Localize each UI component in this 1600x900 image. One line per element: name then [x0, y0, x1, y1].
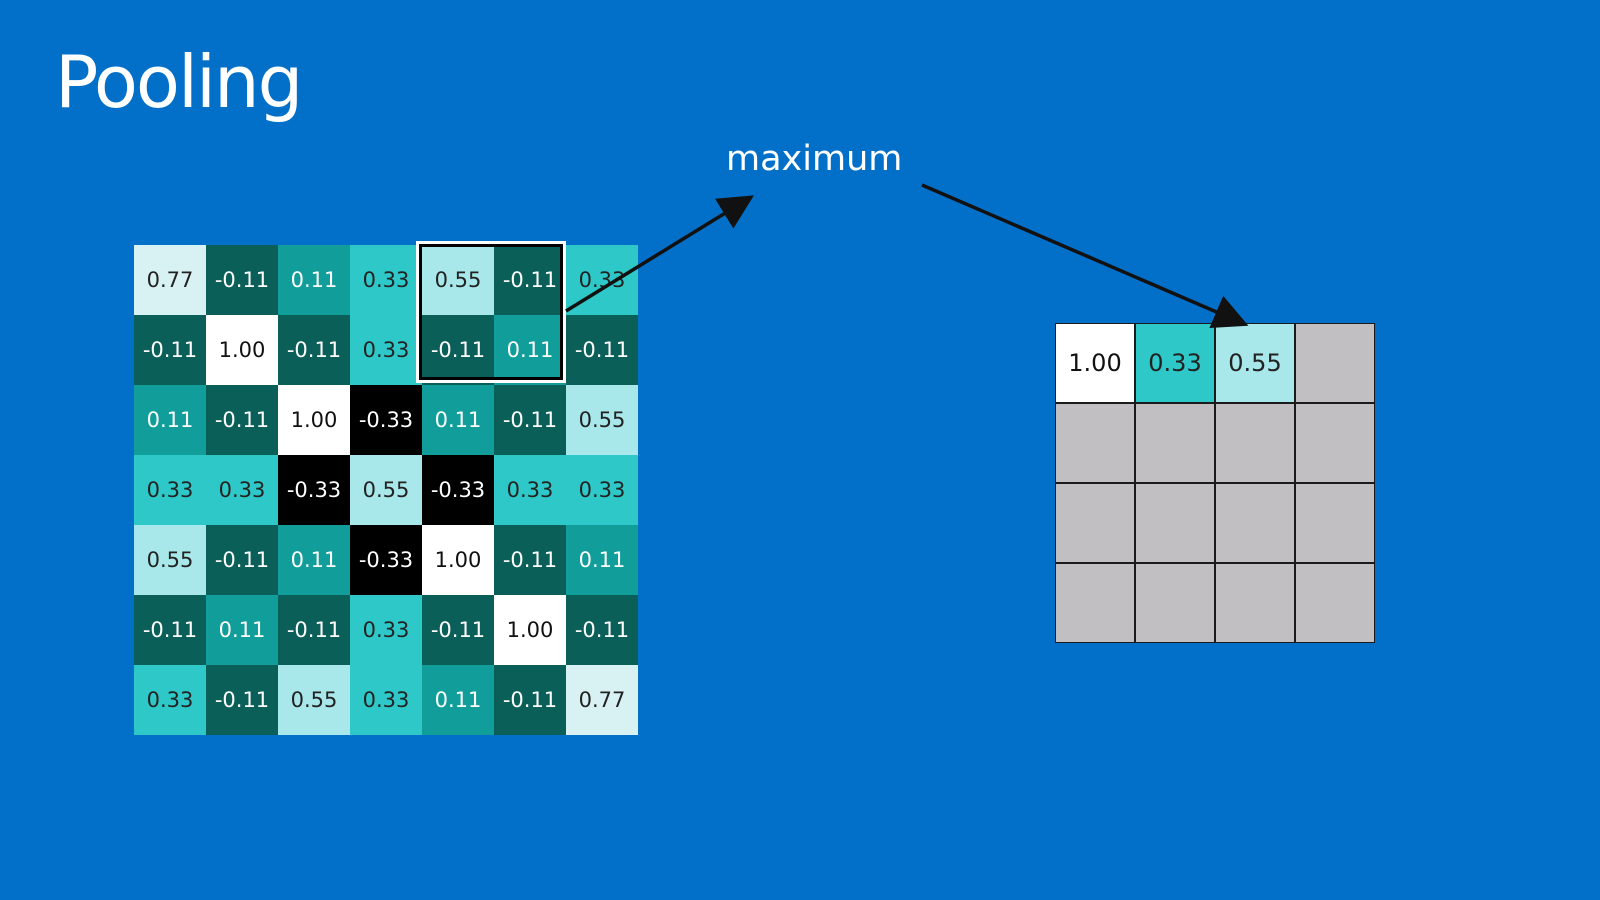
input-cell: 0.33 — [350, 595, 422, 665]
output-cell — [1295, 323, 1375, 403]
arrow-to-output — [921, 183, 1249, 328]
output-cell — [1135, 483, 1215, 563]
input-cell: -0.11 — [206, 525, 278, 595]
input-cell: 0.77 — [134, 245, 206, 315]
input-cell: 0.11 — [566, 525, 638, 595]
input-cell: 0.55 — [278, 665, 350, 735]
input-cell: 0.33 — [566, 455, 638, 525]
input-cell: 0.11 — [278, 525, 350, 595]
output-cell — [1055, 483, 1135, 563]
input-cell: -0.11 — [206, 245, 278, 315]
input-cell: 1.00 — [206, 315, 278, 385]
output-cell — [1135, 563, 1215, 643]
output-cell: 1.00 — [1055, 323, 1135, 403]
output-cell — [1215, 403, 1295, 483]
maximum-label: maximum — [726, 139, 903, 179]
input-cell: 0.33 — [350, 245, 422, 315]
input-cell: -0.11 — [206, 385, 278, 455]
input-cell: -0.11 — [278, 595, 350, 665]
input-cell: -0.33 — [350, 525, 422, 595]
output-cell — [1295, 483, 1375, 563]
input-cell: 0.55 — [566, 385, 638, 455]
input-cell: 0.33 — [134, 665, 206, 735]
input-cell: -0.33 — [278, 455, 350, 525]
output-cell: 0.33 — [1135, 323, 1215, 403]
output-cell — [1295, 563, 1375, 643]
input-cell: 0.11 — [494, 315, 566, 385]
input-cell: -0.11 — [422, 315, 494, 385]
input-cell: 0.33 — [350, 315, 422, 385]
input-cell: 0.33 — [566, 245, 638, 315]
pooled-output-map: 1.00 0.33 0.55 — [1055, 323, 1375, 643]
input-cell: 0.11 — [278, 245, 350, 315]
input-feature-map: 0.77 -0.11 0.11 0.33 0.55 -0.11 0.33 -0.11 1.00-… — [134, 245, 638, 735]
input-cell: 0.11 — [422, 665, 494, 735]
input-cell: 0.55 — [422, 245, 494, 315]
output-cell: 0.55 — [1215, 323, 1295, 403]
input-cell: 0.33 — [494, 455, 566, 525]
input-cell: 1.00 — [422, 525, 494, 595]
input-cell: -0.11 — [278, 315, 350, 385]
input-cell: -0.11 — [134, 315, 206, 385]
input-cell: -0.33 — [422, 455, 494, 525]
output-cell — [1135, 403, 1215, 483]
input-cell: -0.11 — [566, 595, 638, 665]
input-cell: 0.77 — [566, 665, 638, 735]
input-cell: -0.11 — [494, 525, 566, 595]
input-cell: 0.33 — [134, 455, 206, 525]
input-cell: 0.11 — [134, 385, 206, 455]
input-cell: 0.11 — [422, 385, 494, 455]
input-cell: 0.33 — [350, 665, 422, 735]
output-cell — [1215, 483, 1295, 563]
input-cell: -0.33 — [350, 385, 422, 455]
slide-title: Pooling — [55, 40, 303, 124]
input-cell: 1.00 — [278, 385, 350, 455]
input-cell: 0.55 — [134, 525, 206, 595]
output-cell — [1055, 563, 1135, 643]
input-cell: -0.11 — [566, 315, 638, 385]
input-cell: -0.11 — [422, 595, 494, 665]
input-cell: -0.11 — [494, 665, 566, 735]
output-cell — [1055, 403, 1135, 483]
input-cell: 0.55 — [350, 455, 422, 525]
input-cell: -0.11 — [206, 665, 278, 735]
input-cell: -0.11 — [494, 245, 566, 315]
input-cell: 1.00 — [494, 595, 566, 665]
input-cell: -0.11 — [134, 595, 206, 665]
input-cell: -0.11 — [494, 385, 566, 455]
input-cell: 0.11 — [206, 595, 278, 665]
output-cell — [1295, 403, 1375, 483]
input-cell: 0.33 — [206, 455, 278, 525]
output-cell — [1215, 563, 1295, 643]
